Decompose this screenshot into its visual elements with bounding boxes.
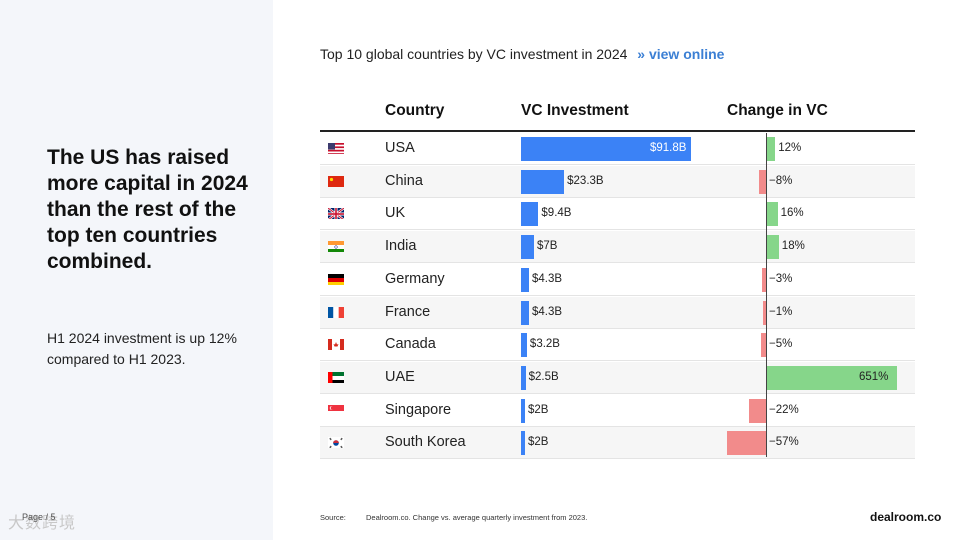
page-number: Page / 5 — [22, 512, 56, 522]
table-row: Germany $4.3B −3% — [320, 264, 915, 296]
view-online-link[interactable]: » view online — [637, 46, 725, 62]
column-header-country: Country — [385, 102, 445, 119]
change-value-label: −3% — [769, 272, 793, 285]
brand-logo: dealroom.co — [870, 510, 942, 524]
cn-flag-icon — [328, 175, 344, 187]
investment-value-label: $7B — [536, 240, 558, 253]
change-value-label: 12% — [778, 142, 802, 154]
source-label: Source: — [320, 513, 346, 522]
chart-title: Top 10 global countries by VC investment… — [320, 46, 724, 62]
table-row: Canada $3.2B −5% — [320, 329, 915, 362]
de-flag-icon — [328, 273, 344, 285]
table-row: UAE $2.5B 651% — [320, 361, 915, 394]
change-value-label: −5% — [769, 338, 793, 351]
sg-flag-icon — [328, 404, 344, 416]
change-bar — [758, 169, 766, 194]
change-value-label: −57% — [769, 436, 799, 449]
change-value-label: 651% — [859, 370, 889, 383]
country-label: South Korea — [385, 434, 466, 451]
change-zero-line — [766, 133, 767, 457]
investment-bar — [521, 333, 527, 358]
investment-value-label: $4.3B — [531, 272, 563, 285]
investment-bar — [521, 398, 525, 423]
country-label: India — [385, 238, 417, 255]
investment-value-label: $23.3B — [567, 174, 604, 187]
country-label: UK — [385, 205, 406, 222]
investment-bar — [521, 169, 565, 194]
investment-bar — [521, 137, 691, 161]
investment-bar — [521, 431, 525, 456]
chart-title-text: Top 10 global countries by VC investment… — [320, 46, 628, 62]
header-rule — [320, 130, 915, 132]
country-label: Germany — [385, 270, 445, 287]
table-row: Singapore $2B −22% — [320, 395, 915, 427]
in-flag-icon — [328, 240, 344, 253]
subtext: H1 2024 investment is up 12% compared to… — [47, 330, 237, 367]
investment-value-label: $3.2B — [529, 338, 560, 351]
fr-flag-icon — [328, 306, 344, 318]
investment-value-label: $2B — [528, 403, 549, 416]
change-value-label: −1% — [769, 305, 793, 318]
investment-bar — [521, 235, 534, 260]
investment-value-label: $91.8B — [650, 142, 687, 154]
change-value-label: 16% — [780, 207, 804, 220]
change-bar — [749, 398, 766, 423]
table-row: USA $91.8B 12% — [320, 133, 915, 165]
investment-bar — [521, 267, 529, 292]
change-value-label: −8% — [769, 174, 793, 187]
table-row: South Korea $2B −57% — [320, 427, 915, 460]
investment-value-label: $4.3B — [531, 305, 563, 318]
investment-value-label: $9.4B — [541, 207, 572, 220]
change-bar — [766, 202, 778, 227]
investment-value-label: $2B — [528, 436, 549, 449]
country-label: USA — [385, 140, 415, 156]
ca-flag-icon — [328, 338, 344, 351]
kr-flag-icon — [328, 436, 344, 449]
investment-bar — [521, 300, 529, 325]
change-bar — [727, 431, 766, 456]
change-bar — [766, 235, 779, 260]
source-text: Dealroom.co. Change vs. average quarterl… — [366, 513, 588, 522]
left-panel: The US has raised more capital in 2024 t… — [0, 0, 273, 540]
uk-flag-icon — [328, 207, 344, 220]
table-row: India $7B 18% — [320, 231, 915, 264]
country-label: France — [385, 303, 431, 320]
change-value-label: −22% — [769, 403, 799, 416]
country-label: UAE — [385, 368, 415, 385]
us-flag-icon — [328, 142, 344, 154]
headline: The US has raised more capital in 2024 t… — [47, 146, 248, 273]
table-row: UK $9.4B 16% — [320, 198, 915, 231]
column-header-investment: VC Investment — [521, 102, 629, 119]
change-bar — [761, 267, 766, 292]
table-row: China $23.3B −8% — [320, 165, 915, 198]
country-label: Singapore — [385, 401, 452, 418]
change-value-label: 18% — [781, 240, 805, 253]
watermark: 大数跨境 — [8, 515, 77, 532]
change-bar — [766, 365, 897, 390]
investment-bar — [521, 202, 539, 227]
column-header-change: Change in VC — [727, 102, 828, 119]
change-bar — [760, 333, 766, 358]
ae-flag-icon — [328, 371, 344, 383]
country-label: Canada — [385, 336, 436, 353]
country-label: China — [385, 172, 423, 189]
change-bar — [763, 300, 766, 325]
table-row: France $4.3B −1% — [320, 296, 915, 329]
change-bar — [766, 137, 776, 161]
investment-bar — [521, 365, 526, 390]
investment-value-label: $2.5B — [528, 370, 559, 383]
